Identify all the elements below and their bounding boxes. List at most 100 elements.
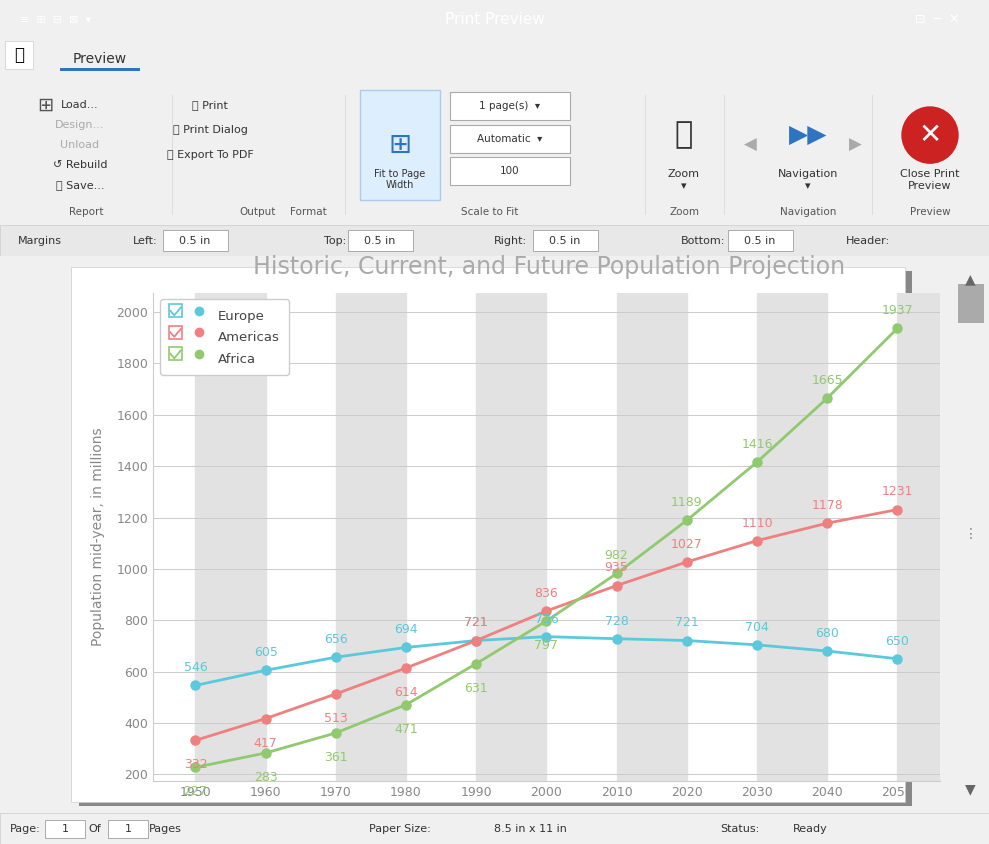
Africa	[260, 748, 272, 758]
Text: Preview: Preview	[910, 208, 950, 217]
Africa	[471, 658, 483, 668]
Bar	[60, 68, 140, 71]
Text: Fit to Page
Width: Fit to Page Width	[375, 169, 425, 190]
Bar	[345, 95, 346, 215]
Bar	[45, 820, 85, 838]
Text: 704: 704	[745, 621, 769, 634]
Text: 982: 982	[604, 549, 628, 562]
Americas	[540, 606, 552, 616]
Text: Paper Size:: Paper Size:	[369, 824, 431, 834]
Text: Navigation
▾: Navigation ▾	[777, 170, 839, 191]
Text: Report: Report	[69, 208, 103, 217]
Text: Bottom:: Bottom:	[680, 235, 725, 246]
Text: 1665: 1665	[811, 374, 843, 387]
Bar	[196, 293, 266, 781]
Text: 0.5 in: 0.5 in	[745, 235, 775, 246]
Africa	[540, 616, 552, 626]
Europe	[330, 652, 342, 663]
Text: 🖨 Print: 🖨 Print	[192, 100, 227, 110]
Americas	[401, 663, 412, 673]
Text: Zoom
▾: Zoom ▾	[668, 170, 700, 191]
Text: 227: 227	[184, 786, 208, 798]
Text: 1416: 1416	[742, 438, 772, 451]
Americas	[821, 518, 833, 528]
Text: Load...: Load...	[61, 100, 99, 110]
Europe	[610, 634, 622, 644]
Bar	[336, 293, 406, 781]
Text: 1937: 1937	[881, 304, 913, 317]
Bar	[645, 95, 646, 215]
Text: 0.5 in: 0.5 in	[179, 235, 211, 246]
Africa	[821, 393, 833, 403]
Text: 605: 605	[254, 647, 278, 659]
Text: ▼: ▼	[965, 782, 976, 796]
Europe	[260, 665, 272, 675]
Text: Left:: Left:	[133, 235, 157, 246]
Africa	[610, 569, 622, 579]
Europe	[751, 640, 763, 650]
Bar	[450, 125, 570, 153]
Bar	[728, 230, 793, 251]
Text: Scale to Fit: Scale to Fit	[461, 208, 518, 217]
Text: Close Print
Preview: Close Print Preview	[900, 170, 959, 191]
Africa	[891, 323, 903, 333]
Text: Status:: Status:	[720, 824, 760, 834]
Text: ▶: ▶	[849, 136, 861, 154]
Text: Format: Format	[290, 208, 326, 217]
Text: 650: 650	[885, 635, 909, 647]
Text: 1027: 1027	[671, 538, 703, 551]
Bar	[724, 95, 725, 215]
Text: ≡  ⊞  ⊟  ⊠  ▾: ≡ ⊞ ⊟ ⊠ ▾	[20, 15, 91, 24]
Bar	[872, 95, 873, 215]
Text: 🖨 Print Dialog: 🖨 Print Dialog	[172, 125, 247, 135]
Text: 361: 361	[324, 751, 347, 764]
Text: ⊞: ⊞	[37, 95, 53, 115]
Text: 471: 471	[395, 722, 418, 736]
Text: 0.5 in: 0.5 in	[549, 235, 581, 246]
Europe	[891, 653, 903, 663]
Y-axis label: Population mid-year, in millions: Population mid-year, in millions	[91, 427, 106, 647]
Text: ↺ Rebuild: ↺ Rebuild	[52, 160, 107, 170]
Text: Print Preview: Print Preview	[445, 13, 544, 27]
Text: 📄 Export To PDF: 📄 Export To PDF	[166, 150, 253, 160]
Text: 513: 513	[324, 712, 348, 725]
Bar	[450, 157, 570, 185]
Text: Top:: Top:	[323, 235, 346, 246]
Text: 721: 721	[465, 616, 489, 630]
Bar	[108, 820, 148, 838]
Bar	[757, 293, 827, 781]
Text: Pages: Pages	[148, 824, 181, 834]
Europe	[540, 631, 552, 641]
Americas	[260, 713, 272, 723]
Text: 0.5 in: 0.5 in	[364, 235, 396, 246]
Text: 1 page(s)  ▾: 1 page(s) ▾	[480, 101, 541, 111]
Africa	[330, 728, 342, 738]
Africa	[751, 457, 763, 467]
Bar	[360, 90, 440, 200]
Text: Ready: Ready	[792, 824, 828, 834]
Text: 1110: 1110	[741, 517, 772, 529]
Text: 728: 728	[604, 614, 629, 628]
Line: Africa: Africa	[191, 324, 902, 772]
Text: Output: Output	[239, 208, 276, 217]
Bar	[163, 230, 228, 251]
Bar	[897, 293, 967, 781]
Americas	[680, 557, 692, 567]
Bar	[958, 284, 983, 322]
Africa	[190, 762, 202, 772]
Text: 694: 694	[395, 624, 417, 636]
Text: Preview: Preview	[73, 51, 127, 66]
Text: ▶▶: ▶▶	[789, 123, 827, 147]
Africa	[680, 516, 692, 526]
Text: Of: Of	[89, 824, 102, 834]
Text: Right:: Right:	[494, 235, 526, 246]
Line: Americas: Americas	[191, 505, 902, 745]
Text: 797: 797	[534, 639, 559, 652]
Bar	[71, 267, 905, 802]
Americas	[190, 735, 202, 745]
Text: Historic, Current, and Future Population Projection: Historic, Current, and Future Population…	[253, 255, 845, 279]
Bar	[5, 41, 33, 69]
Text: 1231: 1231	[881, 485, 913, 499]
Text: 100: 100	[500, 166, 520, 176]
Americas	[330, 689, 342, 699]
